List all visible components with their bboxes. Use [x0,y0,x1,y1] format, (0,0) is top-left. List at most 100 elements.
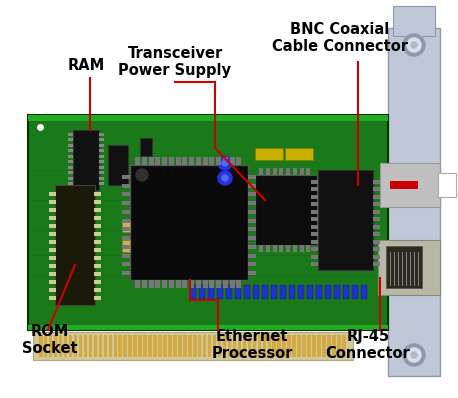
Bar [98,335,102,357]
Bar [148,157,153,165]
Bar [178,335,181,357]
Bar [300,168,304,175]
Bar [49,232,56,236]
Bar [169,157,174,165]
Bar [148,280,153,288]
Bar [306,245,310,252]
Bar [311,224,318,228]
Bar [54,335,57,357]
Bar [226,285,232,299]
Bar [248,219,256,222]
Bar [93,335,97,357]
Bar [316,285,322,299]
Bar [155,157,160,165]
Bar [312,335,316,357]
Bar [94,280,101,284]
Bar [311,195,318,199]
Bar [122,254,130,258]
Bar [273,335,276,357]
Bar [68,176,73,179]
Circle shape [411,352,417,358]
Bar [122,219,130,222]
Bar [49,208,56,212]
Bar [122,192,130,196]
Bar [122,210,130,214]
Bar [49,264,56,268]
Circle shape [136,169,148,181]
Circle shape [222,160,228,166]
Bar [202,157,207,165]
Bar [162,157,167,165]
Circle shape [222,175,228,181]
Bar [182,157,187,165]
Bar [253,285,259,299]
Bar [94,232,101,236]
Bar [68,154,73,158]
Bar [248,245,256,249]
Bar [99,182,104,185]
Bar [162,280,167,288]
Bar [248,262,256,266]
Bar [49,335,52,357]
Bar [182,280,187,288]
Bar [337,335,341,357]
Text: Ethernet
Processor: Ethernet Processor [211,329,293,361]
Bar [292,335,296,357]
Bar [94,240,101,244]
Bar [255,148,283,160]
Bar [327,335,331,357]
Text: RJ-45
Connector: RJ-45 Connector [326,329,410,361]
Bar [373,187,380,191]
Bar [216,280,221,288]
Bar [188,335,191,357]
Bar [122,227,130,231]
Bar [280,285,286,299]
Bar [122,245,130,249]
Bar [244,285,250,299]
Bar [255,175,317,245]
Bar [388,28,440,376]
Bar [266,245,270,252]
Bar [285,148,313,160]
Bar [169,280,174,288]
Bar [266,168,270,175]
Bar [236,280,241,288]
Bar [248,271,256,275]
Bar [64,335,67,357]
Bar [189,157,194,165]
Bar [99,144,104,146]
Bar [128,335,132,357]
Bar [302,335,306,357]
Bar [228,335,231,357]
Bar [59,335,62,357]
Bar [203,335,207,357]
Bar [196,157,201,165]
Bar [311,179,318,183]
Bar [119,335,122,357]
Bar [390,181,418,189]
Bar [393,6,435,36]
Circle shape [218,156,232,170]
Bar [122,240,130,252]
Bar [373,217,380,221]
Bar [130,165,248,280]
Bar [94,200,101,204]
Bar [267,335,271,357]
Bar [311,217,318,221]
Bar [223,157,228,165]
Bar [373,240,380,244]
Bar [373,179,380,183]
Bar [238,335,241,357]
Bar [94,224,101,228]
Bar [49,256,56,260]
Bar [307,335,311,357]
Bar [140,138,152,156]
Circle shape [411,42,417,48]
Bar [199,285,205,299]
Bar [94,264,101,268]
Bar [279,245,283,252]
Bar [208,285,214,299]
Bar [99,138,104,141]
Bar [343,285,349,299]
Bar [259,245,263,252]
